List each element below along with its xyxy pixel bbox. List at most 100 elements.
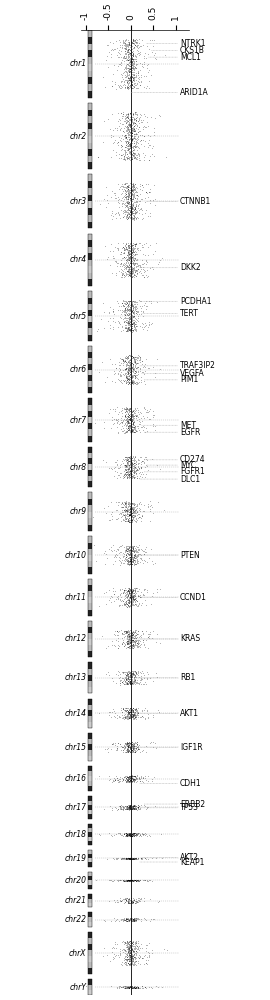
Point bbox=[134, 980, 139, 996]
Point bbox=[124, 672, 128, 688]
Point bbox=[128, 674, 132, 690]
Point bbox=[134, 826, 138, 842]
Point bbox=[130, 46, 135, 62]
Point bbox=[130, 828, 134, 844]
Point bbox=[128, 371, 133, 387]
Point bbox=[118, 801, 122, 817]
Point bbox=[127, 584, 131, 600]
Point bbox=[114, 265, 119, 281]
Point bbox=[125, 592, 129, 608]
Point bbox=[125, 202, 129, 218]
Point bbox=[130, 799, 134, 815]
Point bbox=[129, 666, 134, 682]
Point bbox=[126, 302, 130, 318]
Point bbox=[123, 912, 127, 928]
Point bbox=[130, 674, 134, 690]
Point bbox=[133, 979, 138, 995]
Point bbox=[127, 265, 132, 281]
Point bbox=[144, 449, 148, 465]
Point bbox=[124, 913, 129, 929]
Point bbox=[130, 265, 134, 281]
Point bbox=[116, 772, 120, 788]
Point bbox=[129, 318, 133, 334]
Point bbox=[124, 546, 128, 562]
Point bbox=[121, 979, 125, 995]
Point bbox=[129, 554, 133, 570]
Point bbox=[163, 47, 167, 63]
Point bbox=[120, 944, 125, 960]
Point bbox=[131, 308, 136, 324]
Point bbox=[125, 368, 129, 384]
Point bbox=[133, 296, 137, 312]
Point bbox=[107, 825, 111, 841]
Point bbox=[129, 72, 134, 88]
Point bbox=[127, 371, 131, 387]
Point bbox=[131, 979, 136, 995]
Point bbox=[128, 826, 133, 842]
Point bbox=[129, 111, 133, 127]
Point bbox=[123, 144, 127, 160]
Point bbox=[132, 457, 137, 473]
Point bbox=[137, 494, 142, 510]
Point bbox=[128, 590, 132, 606]
Point bbox=[129, 416, 134, 432]
Point bbox=[128, 451, 133, 467]
Point bbox=[128, 704, 133, 720]
Point bbox=[113, 365, 117, 381]
Point bbox=[126, 979, 130, 995]
Point bbox=[133, 546, 137, 562]
Point bbox=[127, 506, 131, 522]
Point bbox=[130, 250, 134, 266]
Point bbox=[132, 591, 137, 607]
Bar bbox=[88, 771, 92, 776]
Point bbox=[127, 467, 131, 483]
Point bbox=[122, 353, 126, 369]
Point bbox=[127, 507, 131, 523]
Point bbox=[126, 194, 131, 210]
Point bbox=[119, 798, 124, 814]
Bar bbox=[88, 912, 92, 917]
Point bbox=[142, 255, 146, 271]
Point bbox=[123, 894, 127, 910]
Point bbox=[123, 553, 127, 569]
Point bbox=[134, 262, 138, 278]
Point bbox=[109, 872, 113, 888]
Point bbox=[126, 415, 130, 431]
Point bbox=[151, 138, 155, 154]
Point bbox=[130, 372, 135, 388]
Point bbox=[126, 554, 130, 570]
Point bbox=[131, 416, 135, 432]
Point bbox=[125, 634, 130, 650]
Point bbox=[130, 934, 134, 950]
Point bbox=[130, 422, 134, 438]
Point bbox=[129, 79, 133, 95]
Point bbox=[123, 40, 128, 56]
Point bbox=[126, 635, 130, 651]
Point bbox=[125, 545, 129, 561]
Point bbox=[131, 583, 135, 599]
Point bbox=[130, 182, 135, 198]
Point bbox=[113, 799, 117, 815]
Point bbox=[131, 632, 135, 648]
Text: chr20: chr20 bbox=[65, 876, 86, 885]
Point bbox=[131, 293, 135, 309]
Point bbox=[126, 894, 130, 910]
Point bbox=[124, 252, 128, 268]
Point bbox=[131, 40, 135, 56]
Point bbox=[128, 594, 132, 610]
Point bbox=[129, 76, 133, 92]
Point bbox=[128, 72, 132, 88]
Point bbox=[129, 348, 133, 364]
Point bbox=[127, 979, 131, 995]
Point bbox=[133, 255, 137, 271]
Point bbox=[128, 667, 132, 683]
Point bbox=[124, 110, 128, 126]
Point bbox=[126, 739, 130, 755]
Point bbox=[124, 770, 128, 786]
Point bbox=[127, 255, 132, 271]
Point bbox=[107, 667, 112, 683]
Point bbox=[133, 106, 137, 122]
Point bbox=[127, 590, 131, 606]
Point bbox=[127, 628, 132, 644]
Point bbox=[140, 177, 145, 193]
